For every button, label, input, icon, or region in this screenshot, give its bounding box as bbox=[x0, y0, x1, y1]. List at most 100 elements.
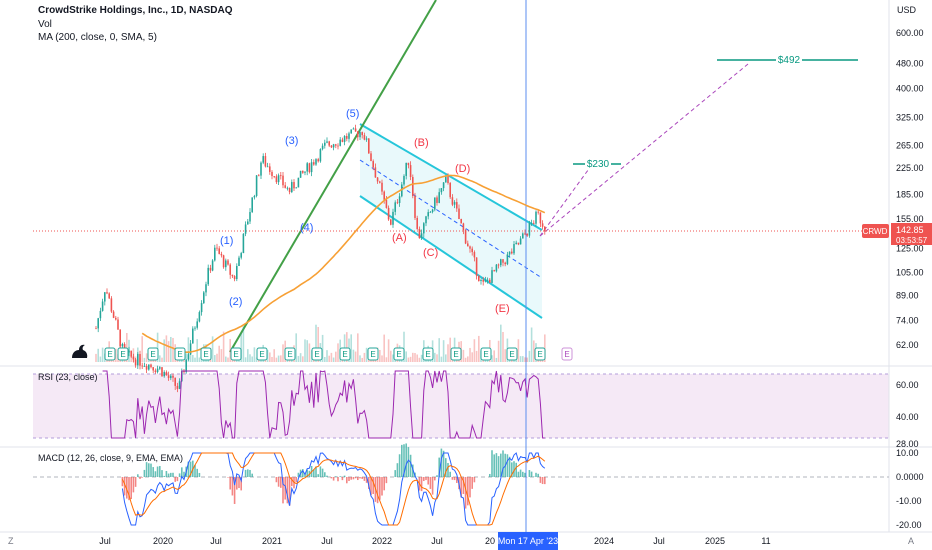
volume-bar bbox=[493, 350, 495, 362]
macd-hist-bar bbox=[350, 477, 352, 480]
candle-body bbox=[328, 141, 330, 146]
volume-bar bbox=[317, 326, 319, 362]
macd-hist-bar bbox=[280, 477, 282, 488]
candle-body bbox=[403, 175, 405, 185]
target-label-492: $492 bbox=[778, 55, 801, 66]
candle-body bbox=[346, 135, 348, 139]
volume-bar bbox=[247, 349, 249, 362]
candle-body bbox=[249, 212, 251, 222]
volume-bar bbox=[412, 352, 414, 362]
earnings-marker-box[interactable] bbox=[200, 347, 212, 361]
earnings-marker-box[interactable] bbox=[422, 347, 434, 361]
macd-hist-bar bbox=[493, 454, 495, 477]
earnings-marker-label[interactable]: E bbox=[564, 350, 569, 359]
earnings-marker-box[interactable] bbox=[117, 347, 129, 361]
candle-body bbox=[407, 162, 410, 166]
price-tick-8: 125.00 bbox=[896, 244, 924, 254]
earnings-marker-box[interactable] bbox=[450, 347, 462, 361]
earnings-marker-box[interactable] bbox=[367, 347, 379, 361]
earnings-marker-box[interactable] bbox=[230, 347, 242, 361]
earnings-marker-label[interactable]: E bbox=[425, 350, 430, 359]
macd-hist-bar bbox=[508, 456, 511, 477]
candle-body bbox=[387, 207, 390, 220]
volume-bar bbox=[416, 354, 418, 362]
candle-body bbox=[405, 162, 407, 176]
volume-bar bbox=[306, 340, 308, 362]
candle-body bbox=[264, 156, 267, 167]
earnings-marker-label[interactable]: E bbox=[150, 350, 155, 359]
candle-body bbox=[456, 202, 458, 209]
earnings-marker-label[interactable]: E bbox=[509, 350, 514, 359]
macd-hist-bar bbox=[159, 466, 161, 477]
earnings-marker-label[interactable]: E bbox=[537, 350, 542, 359]
candle-body bbox=[137, 354, 139, 366]
candle-body bbox=[381, 182, 383, 192]
wave-label-d: (D) bbox=[455, 163, 470, 175]
volume-bar bbox=[526, 357, 528, 362]
macd-hist-bar bbox=[471, 477, 473, 489]
earnings-marker-label[interactable]: E bbox=[453, 350, 458, 359]
macd-hist-bar bbox=[412, 464, 414, 477]
macd-hist-bar bbox=[409, 454, 412, 477]
earnings-marker-box[interactable] bbox=[104, 347, 116, 361]
earnings-marker-box[interactable] bbox=[147, 347, 159, 361]
earnings-marker-label[interactable]: E bbox=[370, 350, 375, 359]
earnings-marker-label[interactable]: E bbox=[203, 350, 208, 359]
candle-body bbox=[394, 202, 396, 212]
macd-hist-bar bbox=[467, 477, 469, 506]
volume-bar bbox=[440, 356, 443, 362]
volume-bar bbox=[145, 353, 148, 362]
auto-scale-icon[interactable]: A bbox=[908, 536, 914, 546]
macd-hist-bar bbox=[139, 477, 141, 479]
earnings-marker-box[interactable] bbox=[480, 347, 492, 361]
volume-bar bbox=[304, 339, 306, 362]
volume-bar bbox=[99, 356, 102, 362]
earnings-marker-label[interactable]: E bbox=[314, 350, 319, 359]
earnings-marker-box[interactable] bbox=[256, 347, 268, 361]
candle-body bbox=[436, 197, 438, 203]
volume-bar bbox=[159, 355, 161, 362]
earnings-marker-label[interactable]: E bbox=[396, 350, 401, 359]
macd-hist-bar bbox=[385, 477, 388, 484]
macd-hist-bar bbox=[291, 477, 293, 487]
macd-hist-bar bbox=[361, 477, 363, 479]
volume-bar bbox=[192, 354, 194, 362]
earnings-marker-label[interactable]: E bbox=[107, 350, 112, 359]
earnings-marker-box[interactable] bbox=[174, 347, 186, 361]
earnings-marker-box[interactable] bbox=[339, 347, 351, 361]
earnings-marker-label[interactable]: E bbox=[177, 350, 182, 359]
earnings-marker-box[interactable] bbox=[284, 347, 296, 361]
earnings-marker-label[interactable]: E bbox=[233, 350, 238, 359]
macd-hist-bar bbox=[379, 477, 381, 500]
volume-bar bbox=[328, 355, 330, 362]
candle-body bbox=[97, 318, 99, 329]
macd-hist-bar bbox=[398, 454, 401, 477]
candle-body bbox=[143, 366, 146, 367]
earnings-marker-label[interactable]: E bbox=[483, 350, 488, 359]
volume-bar bbox=[357, 333, 359, 362]
macd-hist-bar bbox=[359, 477, 361, 479]
earnings-marker-box[interactable] bbox=[534, 347, 546, 361]
earnings-marker-box[interactable] bbox=[561, 347, 573, 361]
candle-body bbox=[273, 176, 275, 177]
candle-body bbox=[141, 365, 143, 367]
earnings-marker-label[interactable]: E bbox=[287, 350, 292, 359]
macd-hist-bar bbox=[196, 468, 198, 477]
macd-hist-bar bbox=[365, 477, 368, 483]
time-tick-0: Jul bbox=[99, 536, 111, 546]
volume-bar bbox=[242, 326, 245, 362]
macd-hist-bar bbox=[341, 477, 344, 481]
earnings-marker-label[interactable]: E bbox=[342, 350, 347, 359]
earnings-marker-box[interactable] bbox=[506, 347, 518, 361]
earnings-marker-box[interactable] bbox=[311, 347, 323, 361]
candle-body bbox=[189, 343, 192, 355]
z-icon[interactable]: Z bbox=[8, 536, 14, 546]
earnings-marker-label[interactable]: E bbox=[259, 350, 264, 359]
macd-hist-bar bbox=[522, 471, 524, 477]
candle-body bbox=[121, 344, 124, 347]
candle-body bbox=[119, 329, 121, 347]
earnings-marker-box[interactable] bbox=[393, 347, 405, 361]
earnings-marker-label[interactable]: E bbox=[120, 350, 125, 359]
